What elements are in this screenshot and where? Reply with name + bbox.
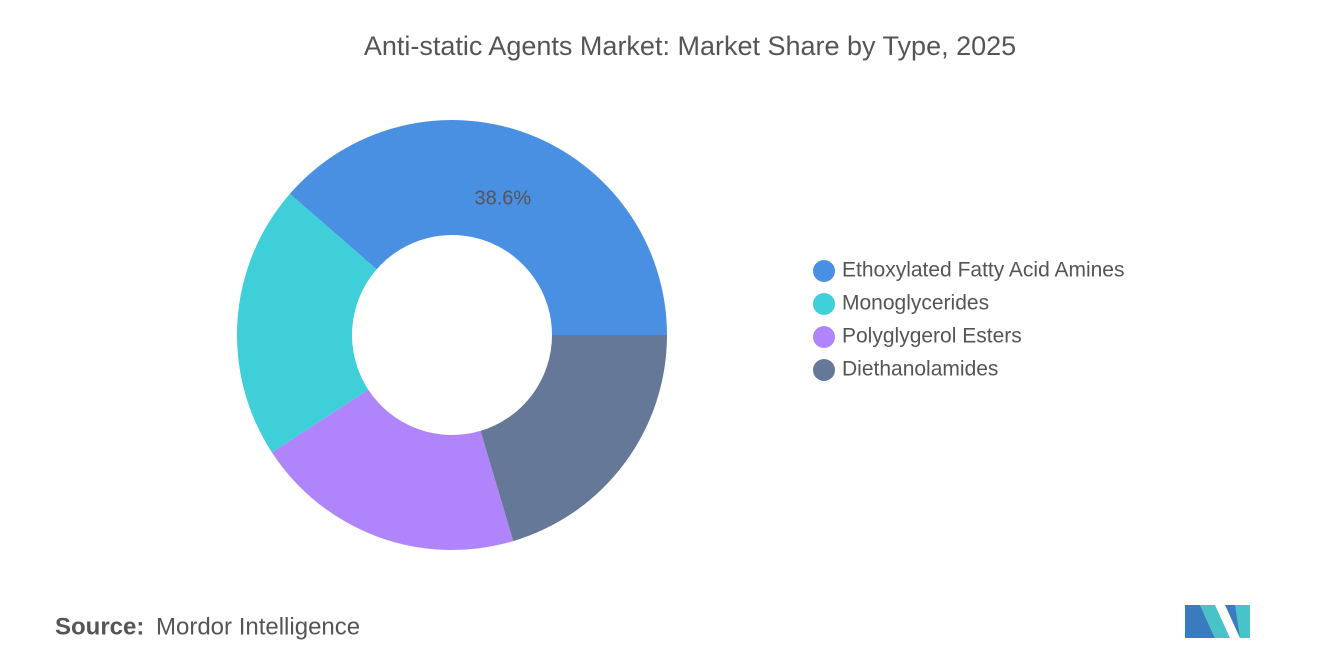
source-label: Source: [55, 613, 144, 640]
data-label: 38.6% [474, 187, 531, 209]
source-text: Mordor Intelligence [156, 613, 360, 640]
legend-label: Ethoxylated Fatty Acid Amines [842, 259, 1124, 282]
chart-title: Anti-static Agents Market: Market Share … [364, 31, 1016, 61]
donut-slice [289, 120, 667, 336]
legend-label: Monoglycerides [842, 292, 989, 315]
legend-marker [813, 326, 835, 348]
legend-label: Diethanolamides [842, 358, 998, 381]
donut-slice [480, 335, 667, 542]
donut-slice [271, 389, 514, 550]
legend-label: Polyglygerol Esters [842, 325, 1022, 348]
donut-slice [236, 193, 377, 453]
donut: 38.6% [236, 120, 667, 550]
logo [1185, 605, 1250, 638]
legend: Ethoxylated Fatty Acid Amines Monoglyceri… [813, 259, 1124, 381]
legend-marker [813, 260, 835, 282]
legend-marker [813, 293, 835, 315]
legend-marker [813, 359, 835, 381]
